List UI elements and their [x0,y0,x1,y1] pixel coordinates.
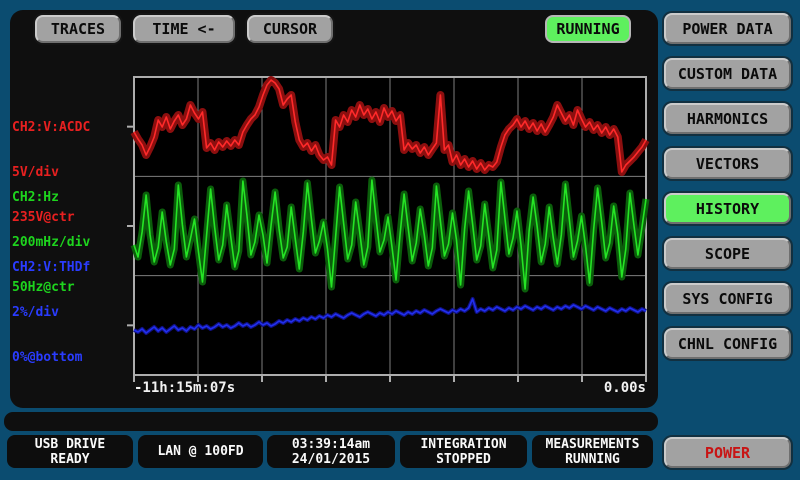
status-line: MEASUREMENTS [545,436,640,452]
channel-ref: 0%@bottom [12,350,83,365]
status-datetime: 03:39:14am 24/01/2015 [267,435,395,468]
running-status-badge[interactable]: RUNNING [545,15,631,43]
sidebar-item-scope[interactable]: SCOPE [664,238,791,269]
x-axis-start-label: -11h:15m:07s [134,380,236,396]
status-line: 24/01/2015 [291,451,371,467]
sidebar-item-custom-data[interactable]: CUSTOM DATA [664,58,791,89]
channel-scale: 200mHz/div [12,235,91,250]
status-line: RUNNING [565,451,620,467]
channel-scale: 2%/div [12,305,59,320]
channel-label-voltage: CH2:V:ACDC 5V/div 235V@ctr [12,90,90,240]
sidebar-item-power-data[interactable]: POWER DATA [664,13,791,44]
status-line: 03:39:14am [291,436,371,452]
channel-name: CH2:Hz [12,190,59,205]
channel-name: CH2:V:THDf [12,260,91,275]
channel-name: CH2:V:ACDC [12,120,91,135]
channel-label-frequency: CH2:Hz 200mHz/div 50Hz@ctr [12,160,90,310]
status-measurements: MEASUREMENTS RUNNING [532,435,653,468]
traces-button[interactable]: TRACES [35,15,121,43]
sidebar-item-chnl-config[interactable]: CHNL CONFIG [664,328,791,359]
sidebar-item-vectors[interactable]: VECTORS [664,148,791,179]
power-button[interactable]: POWER [664,437,791,468]
channel-scale: 5V/div [12,165,59,180]
sidebar-item-harmonics[interactable]: HARMONICS [664,103,791,134]
cursor-button[interactable]: CURSOR [247,15,333,43]
channel-ref: 50Hz@ctr [12,280,75,295]
channel-label-thd: CH2:V:THDf 2%/div 0%@bottom [12,230,90,380]
status-usb: USB DRIVE READY [7,435,133,468]
status-lan: LAN @ 100FD [138,435,263,468]
status-line: USB DRIVE [34,436,106,452]
sidebar-item-sys-config[interactable]: SYS CONFIG [664,283,791,314]
history-strip-chart [127,76,650,382]
status-integration: INTEGRATION STOPPED [400,435,527,468]
soft-divider-bar [4,412,658,431]
status-line: INTEGRATION [420,436,507,452]
sidebar-item-history[interactable]: HISTORY [664,193,791,224]
status-line: READY [50,451,90,467]
status-line: STOPPED [436,451,491,467]
x-axis-end-label: 0.00s [603,380,646,396]
channel-ref: 235V@ctr [12,210,75,225]
status-line: LAN @ 100FD [157,444,244,459]
time-direction-button[interactable]: TIME <- [133,15,235,43]
